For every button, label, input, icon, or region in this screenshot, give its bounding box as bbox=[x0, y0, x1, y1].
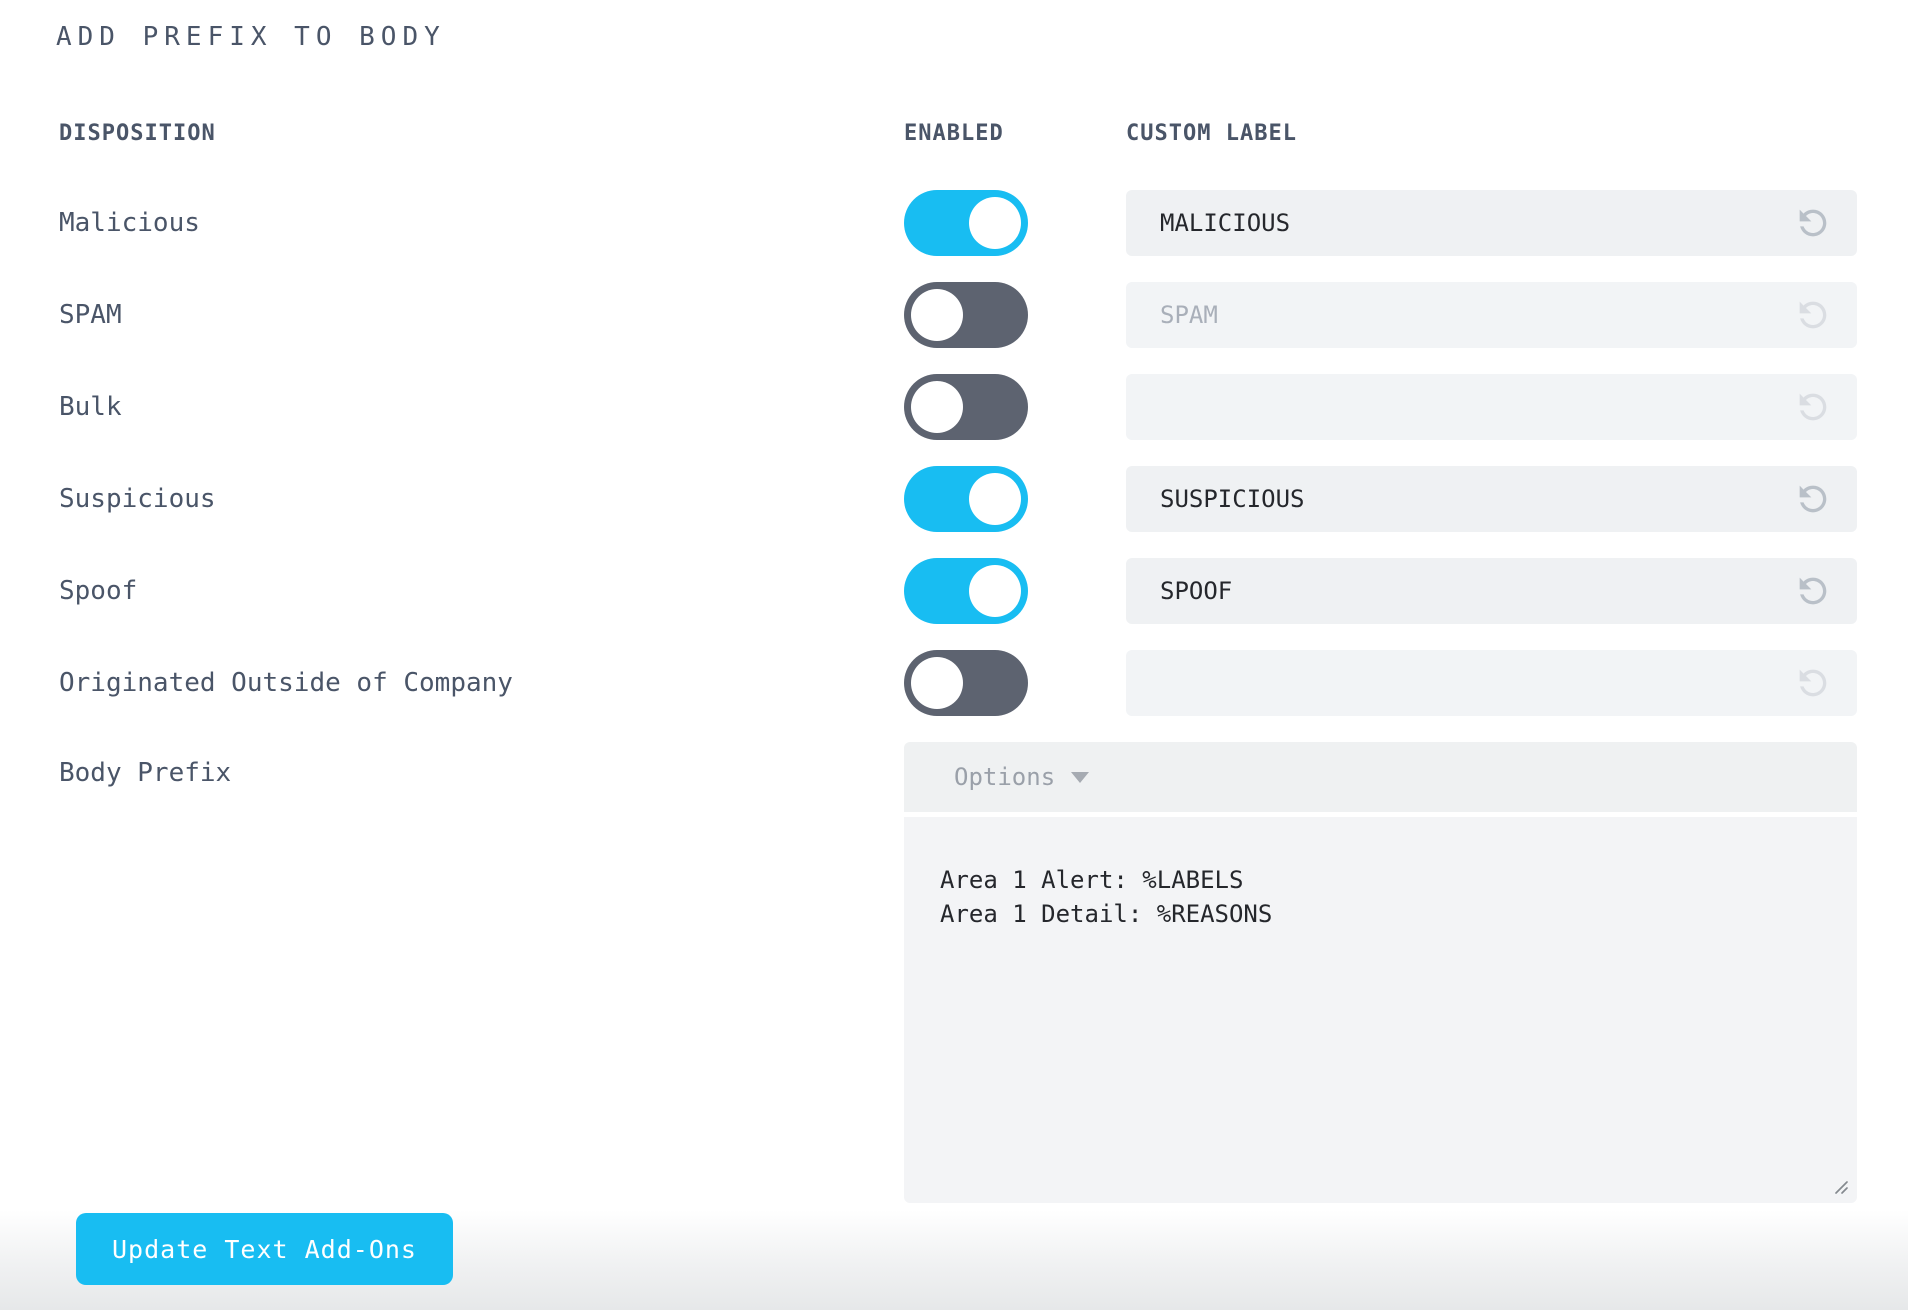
enabled-toggle[interactable] bbox=[904, 466, 1028, 532]
body-prefix-panel: Options Area 1 Alert: %LABELS Area 1 Det… bbox=[904, 742, 1857, 1203]
body-prefix-toolbar: Options bbox=[904, 742, 1857, 812]
page-title: ADD PREFIX TO BODY bbox=[56, 22, 446, 52]
custom-label-input[interactable] bbox=[1126, 190, 1857, 256]
custom-label-input[interactable] bbox=[1126, 282, 1857, 348]
custom-label-input[interactable] bbox=[1126, 650, 1857, 716]
table-row: Malicious bbox=[0, 190, 1908, 256]
toggle-knob bbox=[969, 565, 1021, 617]
toggle-knob bbox=[911, 657, 963, 709]
column-header-disposition: DISPOSITION bbox=[59, 121, 216, 146]
resize-handle-icon[interactable] bbox=[1829, 1175, 1849, 1195]
custom-label-field bbox=[1126, 282, 1857, 348]
table-header-row: DISPOSITION ENABLED CUSTOM LABEL bbox=[0, 122, 1908, 146]
reset-icon[interactable] bbox=[1793, 387, 1833, 427]
disposition-label: SPAM bbox=[59, 300, 122, 330]
disposition-label: Malicious bbox=[59, 208, 200, 238]
disposition-label: Bulk bbox=[59, 392, 122, 422]
table-row: SPAM bbox=[0, 282, 1908, 348]
column-header-enabled: ENABLED bbox=[904, 121, 1004, 146]
disposition-table: Malicious SPAM bbox=[0, 190, 1908, 1203]
options-dropdown[interactable]: Options bbox=[954, 763, 1090, 791]
custom-label-input[interactable] bbox=[1126, 466, 1857, 532]
disposition-label: Spoof bbox=[59, 576, 138, 606]
custom-label-field bbox=[1126, 190, 1857, 256]
body-prefix-row: Body Prefix Options Area 1 Alert: %LABEL… bbox=[0, 742, 1908, 1203]
chevron-down-icon bbox=[1071, 771, 1090, 783]
custom-label-input[interactable] bbox=[1126, 374, 1857, 440]
enabled-toggle[interactable] bbox=[904, 190, 1028, 256]
reset-icon[interactable] bbox=[1793, 663, 1833, 703]
disposition-label: Suspicious bbox=[59, 484, 216, 514]
update-text-add-ons-button[interactable]: Update Text Add-Ons bbox=[76, 1213, 453, 1285]
custom-label-field bbox=[1126, 650, 1857, 716]
body-prefix-textarea[interactable]: Area 1 Alert: %LABELS Area 1 Detail: %RE… bbox=[904, 817, 1857, 1203]
custom-label-input[interactable] bbox=[1126, 558, 1857, 624]
enabled-toggle[interactable] bbox=[904, 282, 1028, 348]
enabled-toggle[interactable] bbox=[904, 650, 1028, 716]
enabled-toggle[interactable] bbox=[904, 374, 1028, 440]
options-dropdown-label: Options bbox=[954, 763, 1056, 791]
column-header-custom-label: CUSTOM LABEL bbox=[1126, 121, 1297, 146]
reset-icon[interactable] bbox=[1793, 295, 1833, 335]
table-row: Originated Outside of Company bbox=[0, 650, 1908, 716]
table-row: Suspicious bbox=[0, 466, 1908, 532]
toggle-knob bbox=[969, 197, 1021, 249]
body-prefix-label: Body Prefix bbox=[59, 758, 232, 788]
table-row: Spoof bbox=[0, 558, 1908, 624]
toggle-knob bbox=[911, 289, 963, 341]
reset-icon[interactable] bbox=[1793, 571, 1833, 611]
reset-icon[interactable] bbox=[1793, 203, 1833, 243]
custom-label-field bbox=[1126, 466, 1857, 532]
reset-icon[interactable] bbox=[1793, 479, 1833, 519]
toggle-knob bbox=[911, 381, 963, 433]
custom-label-field bbox=[1126, 374, 1857, 440]
custom-label-field bbox=[1126, 558, 1857, 624]
enabled-toggle[interactable] bbox=[904, 558, 1028, 624]
table-row: Bulk bbox=[0, 374, 1908, 440]
toggle-knob bbox=[969, 473, 1021, 525]
disposition-label: Originated Outside of Company bbox=[59, 668, 513, 698]
